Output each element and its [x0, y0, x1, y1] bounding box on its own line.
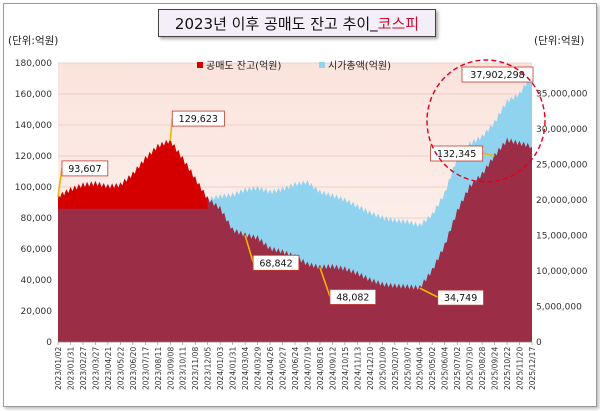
annotation-label: 68,842 [259, 258, 292, 269]
annotation-label: 34,749 [444, 293, 477, 304]
x-tick-label: 2024/05/27 [279, 347, 288, 390]
left-tick-label: 20,000 [21, 307, 53, 317]
x-tick-label: 2023/06/20 [129, 347, 138, 390]
right-axis-unit: (단위:억원) [534, 35, 585, 47]
x-tick-label: 2024/03/04 [241, 347, 250, 390]
legend-label-market-cap: 시가총액(억원) [328, 60, 391, 72]
x-tick-label: 2023/10/11 [179, 347, 188, 390]
x-tick-label: 2025/11/20 [516, 347, 525, 390]
x-tick-label: 2023/07/17 [141, 347, 150, 390]
x-tick-label: 2025/09/24 [491, 347, 500, 390]
annotation-leader [244, 235, 254, 263]
annotation-label: 132,345 [437, 149, 476, 160]
right-tick-label: 0 [536, 338, 542, 348]
annotation-box [437, 289, 484, 306]
x-tick-label: 2023/12/05 [204, 347, 213, 390]
left-tick-label: 0 [46, 338, 52, 348]
annotation-box [430, 145, 484, 162]
annotation-box [252, 254, 300, 271]
left-tick-label: 180,000 [15, 59, 52, 69]
x-tick-label: 2023/08/11 [154, 347, 163, 390]
right-tick-label: 30,000,000 [536, 125, 588, 135]
x-tick-label: 2024/07/19 [304, 347, 313, 390]
left-tick-label: 140,000 [15, 121, 52, 131]
x-tick-label: 2025/07/02 [453, 347, 462, 390]
right-tick-label: 20,000,000 [536, 196, 588, 206]
x-tick-label: 2025/12/17 [528, 347, 537, 390]
x-tick-label: 2024/09/12 [328, 347, 337, 390]
left-tick-label: 100,000 [15, 183, 52, 193]
x-tick-label: 2023/09/08 [166, 347, 175, 390]
annotation-box [61, 160, 109, 177]
annotation-label: 129,623 [179, 114, 218, 125]
x-tick-label: 2025/08/28 [478, 347, 487, 390]
annotation-label: 48,082 [336, 292, 369, 303]
x-tick-label: 2024/11/13 [353, 347, 362, 390]
x-tick-label: 2023/03/27 [91, 347, 100, 390]
x-tick-label: 2025/02/07 [391, 347, 400, 390]
x-tick-label: 2025/06/04 [441, 347, 450, 390]
annotation-leader [57, 167, 63, 198]
x-tick-label: 2023/02/27 [79, 347, 88, 390]
x-tick-label: 2024/01/03 [216, 347, 225, 390]
x-tick-label: 2023/05/22 [116, 347, 125, 390]
x-tick-label: 2025/04/04 [416, 347, 425, 390]
annotation-label: 93,607 [68, 164, 101, 175]
annotation-box [171, 110, 225, 127]
left-tick-label: 80,000 [21, 214, 53, 224]
left-axis-unit: (단위:억원) [8, 35, 59, 47]
chart-title-sep: _ [370, 14, 378, 32]
left-tick-label: 120,000 [15, 152, 52, 162]
x-tick-label: 2025/05/02 [428, 347, 437, 390]
series-short-balance-2023-area [58, 138, 208, 209]
x-tick-label: 2025/03/07 [403, 347, 412, 390]
x-tick-label: 2023/04/21 [104, 347, 113, 390]
left-tick-label: 160,000 [15, 90, 52, 100]
annotation-box [461, 66, 534, 83]
annotation-box [329, 289, 377, 305]
legend-swatch-market-cap [319, 62, 325, 68]
chart-title: 2023년 이후 공매도 잔고 추이 _ 코스피 [158, 9, 436, 37]
right-tick-label: 10,000,000 [536, 267, 588, 277]
x-tick-label: 2025/10/22 [503, 347, 512, 390]
right-tick-label: 15,000,000 [536, 232, 588, 242]
annotation-label: 37,902,298 [470, 70, 524, 81]
x-tick-label: 2024/01/31 [229, 347, 238, 390]
annotation-leader [482, 152, 495, 157]
annotation-leader [319, 267, 331, 297]
x-tick-label: 2024/10/15 [341, 347, 350, 390]
x-tick-label: 2024/04/26 [266, 347, 275, 390]
x-tick-label: 2024/08/16 [316, 347, 325, 390]
right-tick-label: 35,000,000 [536, 90, 588, 100]
left-tick-label: 40,000 [21, 276, 53, 286]
chart-title-accent: 코스피 [377, 14, 420, 33]
right-tick-label: 25,000,000 [536, 161, 588, 171]
left-tick-label: 60,000 [21, 245, 53, 255]
x-tick-label: 2024/03/29 [254, 347, 263, 390]
right-tick-label: 5,000,000 [536, 303, 582, 313]
x-tick-label: 2023/01/31 [67, 347, 76, 390]
chart-title-main: 2023년 이후 공매도 잔고 추이 [174, 14, 371, 33]
highlight-ellipse [426, 59, 546, 183]
x-tick-label: 2023/11/08 [191, 347, 200, 390]
x-tick-label: 2023/01/02 [54, 347, 63, 390]
annotation-leader [419, 287, 439, 298]
x-tick-label: 2025/07/30 [466, 347, 475, 390]
legend-swatch-short-balance [197, 62, 203, 68]
legend-label-short-balance: 공매도 잔고(억원) [206, 60, 281, 72]
x-tick-label: 2024/06/24 [291, 347, 300, 390]
x-tick-label: 2024/12/10 [366, 347, 375, 390]
x-tick-label: 2025/01/09 [378, 347, 387, 390]
